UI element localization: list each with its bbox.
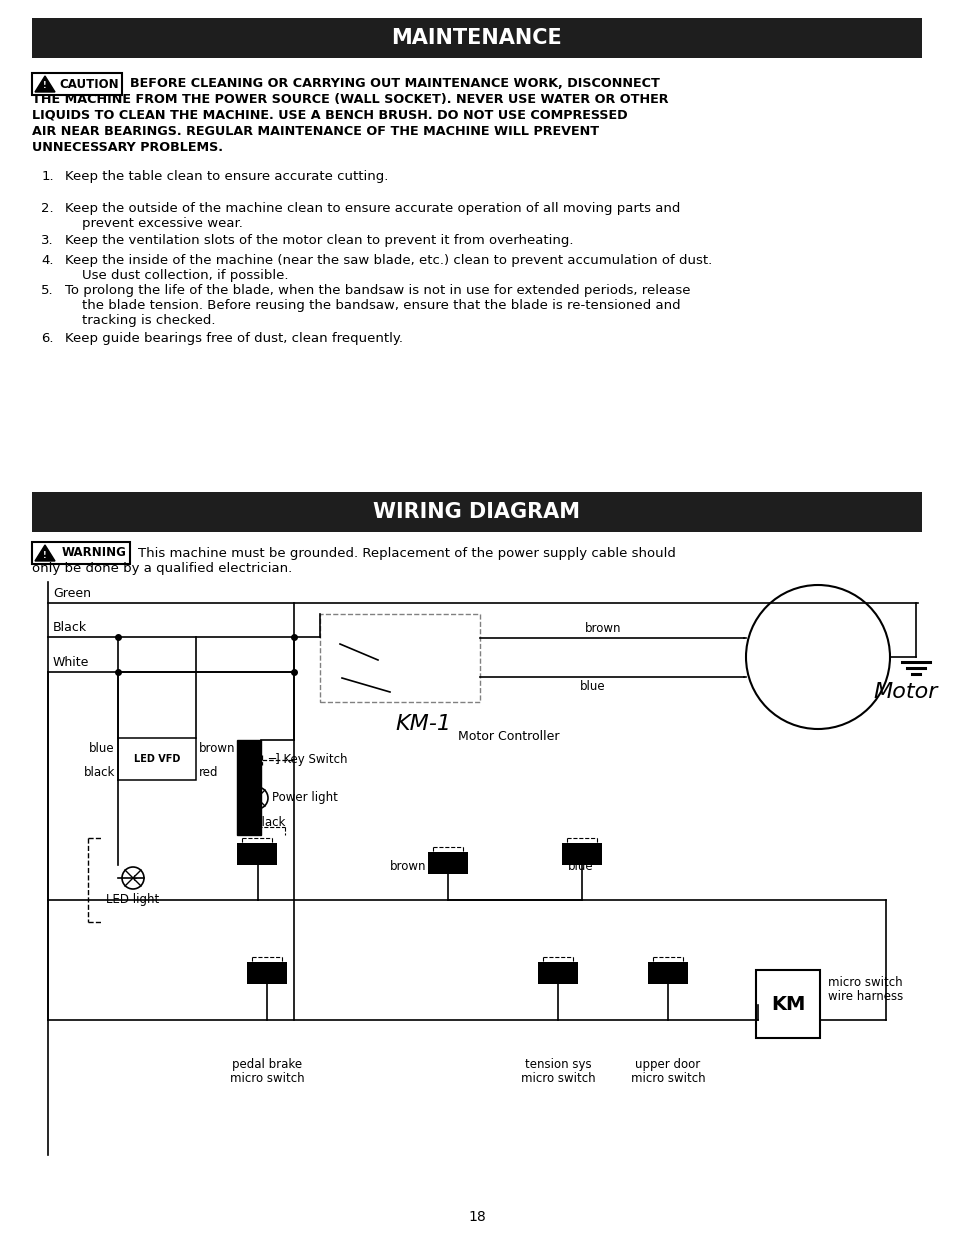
Text: black: black xyxy=(84,766,115,778)
Text: Power light: Power light xyxy=(272,792,337,804)
Text: pedal brake: pedal brake xyxy=(232,1058,302,1071)
Text: +: + xyxy=(131,874,137,883)
Bar xyxy=(32,73,122,95)
Text: 4.: 4. xyxy=(42,254,54,267)
Text: LED VFD: LED VFD xyxy=(133,755,180,764)
Text: To prolong the life of the blade, when the bandsaw is not in use for extended pe: To prolong the life of the blade, when t… xyxy=(65,284,690,327)
Text: Keep the outside of the machine clean to ensure accurate operation of all moving: Keep the outside of the machine clean to… xyxy=(65,203,679,230)
Text: WIRING DIAGRAM: WIRING DIAGRAM xyxy=(374,501,579,522)
Bar xyxy=(236,844,276,864)
Bar xyxy=(118,739,195,781)
Text: Green: Green xyxy=(53,587,91,600)
Text: !: ! xyxy=(43,82,47,90)
Bar xyxy=(247,962,287,984)
Text: Keep the table clean to ensure accurate cutting.: Keep the table clean to ensure accurate … xyxy=(65,170,388,183)
Text: blue: blue xyxy=(567,860,593,872)
Text: black: black xyxy=(254,815,286,829)
Text: brown: brown xyxy=(584,622,620,635)
Text: upper door: upper door xyxy=(635,1058,700,1071)
Text: blue: blue xyxy=(90,741,115,755)
Text: White: White xyxy=(53,656,90,669)
Text: WARNING: WARNING xyxy=(62,547,127,559)
Text: MAINTENANCE: MAINTENANCE xyxy=(392,28,561,48)
Text: wire harness: wire harness xyxy=(827,989,902,1003)
Text: tension sys: tension sys xyxy=(524,1058,591,1071)
Text: Keep the ventilation slots of the motor clean to prevent it from overheating.: Keep the ventilation slots of the motor … xyxy=(65,233,573,247)
Text: Keep the inside of the machine (near the saw blade, etc.) clean to prevent accum: Keep the inside of the machine (near the… xyxy=(65,254,712,282)
Text: 5.: 5. xyxy=(41,284,54,296)
Text: micro switch: micro switch xyxy=(230,1072,304,1086)
Bar xyxy=(236,740,261,835)
Text: CAUTION: CAUTION xyxy=(59,78,119,90)
Text: KM-1: KM-1 xyxy=(395,714,451,734)
Text: brown: brown xyxy=(389,860,426,872)
Text: blue: blue xyxy=(579,680,605,693)
Text: LIQUIDS TO CLEAN THE MACHINE. USE A BENCH BRUSH. DO NOT USE COMPRESSED: LIQUIDS TO CLEAN THE MACHINE. USE A BENC… xyxy=(32,109,627,122)
Polygon shape xyxy=(35,545,55,561)
Bar xyxy=(32,19,921,58)
Bar xyxy=(561,844,601,864)
Text: red: red xyxy=(199,766,218,778)
Bar xyxy=(755,969,820,1037)
Text: Black: Black xyxy=(53,621,87,634)
Text: Motor: Motor xyxy=(872,682,937,701)
Text: micro switch: micro switch xyxy=(827,976,902,988)
Text: brown: brown xyxy=(199,741,235,755)
Text: KM: KM xyxy=(770,994,804,1014)
Text: This machine must be grounded. Replacement of the power supply cable should: This machine must be grounded. Replaceme… xyxy=(138,547,675,559)
Bar xyxy=(32,492,921,532)
Text: UNNECESSARY PROBLEMS.: UNNECESSARY PROBLEMS. xyxy=(32,141,223,154)
Text: 18: 18 xyxy=(468,1210,485,1224)
Text: 1.: 1. xyxy=(41,170,54,183)
Text: only be done by a qualified electrician.: only be done by a qualified electrician. xyxy=(32,562,292,576)
Text: 6.: 6. xyxy=(42,332,54,345)
Bar xyxy=(32,542,130,564)
Text: micro switch: micro switch xyxy=(630,1072,704,1086)
Text: LED light: LED light xyxy=(107,893,159,906)
Text: AIR NEAR BEARINGS. REGULAR MAINTENANCE OF THE MACHINE WILL PREVENT: AIR NEAR BEARINGS. REGULAR MAINTENANCE O… xyxy=(32,125,598,138)
Bar xyxy=(428,852,468,874)
Text: 3.: 3. xyxy=(41,233,54,247)
Text: !: ! xyxy=(43,551,47,559)
Text: ─] Key Switch: ─] Key Switch xyxy=(268,753,347,767)
Text: micro switch: micro switch xyxy=(520,1072,595,1086)
Bar xyxy=(647,962,687,984)
Bar xyxy=(537,962,578,984)
Bar xyxy=(319,614,479,701)
Text: THE MACHINE FROM THE POWER SOURCE (WALL SOCKET). NEVER USE WATER OR OTHER: THE MACHINE FROM THE POWER SOURCE (WALL … xyxy=(32,93,668,106)
Text: Keep guide bearings free of dust, clean frequently.: Keep guide bearings free of dust, clean … xyxy=(65,332,402,345)
Text: Motor Controller: Motor Controller xyxy=(457,730,558,742)
Text: 2.: 2. xyxy=(41,203,54,215)
Polygon shape xyxy=(35,77,55,91)
Text: BEFORE CLEANING OR CARRYING OUT MAINTENANCE WORK, DISCONNECT: BEFORE CLEANING OR CARRYING OUT MAINTENA… xyxy=(130,77,659,90)
